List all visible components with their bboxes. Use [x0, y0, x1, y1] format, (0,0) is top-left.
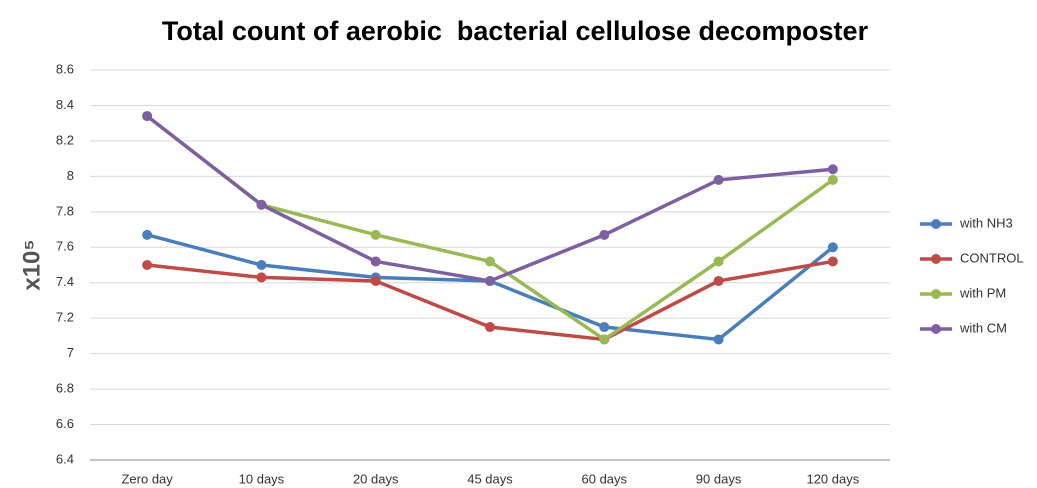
data-point — [713, 334, 724, 345]
x-tick-label: 45 days — [467, 471, 513, 486]
y-tick-label: 7.6 — [56, 239, 74, 254]
data-point — [713, 256, 724, 267]
y-axis-label: x10⁵ — [18, 239, 45, 290]
data-point — [599, 322, 610, 333]
legend-label: with CM — [959, 320, 1007, 335]
y-tick-label: 7 — [67, 345, 74, 360]
x-tick-label: 20 days — [353, 471, 399, 486]
y-tick-label: 6.8 — [56, 381, 74, 396]
legend-marker — [931, 219, 941, 229]
data-point — [370, 256, 381, 267]
x-tick-label: 90 days — [696, 471, 742, 486]
data-point — [370, 275, 381, 286]
chart-title: Total count of aerobic bacterial cellulo… — [162, 16, 869, 46]
legend-label: with PM — [959, 285, 1006, 300]
y-tick-label: 8.4 — [56, 97, 74, 112]
data-point — [827, 242, 838, 253]
y-tick-label: 8.6 — [56, 61, 74, 76]
data-point — [599, 229, 610, 240]
data-point — [256, 260, 267, 270]
data-point — [827, 256, 838, 267]
y-tick-label: 7.2 — [56, 310, 74, 325]
x-tick-label: 120 days — [806, 471, 859, 486]
x-tick-label: 10 days — [239, 471, 285, 486]
data-point — [713, 275, 724, 286]
y-tick-label: 7.4 — [56, 274, 74, 289]
series-line — [146, 114, 834, 342]
legend-marker — [931, 289, 941, 299]
data-point — [256, 272, 267, 283]
data-point — [599, 334, 610, 345]
y-tick-label: 6.6 — [56, 416, 74, 431]
x-tick-label: 60 days — [582, 471, 628, 486]
y-tick-label: 8.2 — [56, 132, 74, 147]
legend-marker — [931, 324, 941, 334]
x-tick-label: Zero day — [121, 471, 173, 486]
data-point — [142, 229, 153, 240]
data-point — [485, 322, 495, 333]
data-point — [827, 164, 838, 175]
data-point — [370, 229, 381, 240]
y-tick-label: 6.4 — [56, 451, 74, 466]
data-point — [713, 174, 724, 185]
data-point — [485, 275, 495, 286]
y-tick-label: 8 — [67, 168, 74, 183]
data-point — [256, 199, 267, 210]
legend-marker — [931, 254, 941, 264]
data-point — [142, 111, 153, 122]
data-point — [827, 174, 838, 185]
legend-label: with NH3 — [959, 215, 1013, 230]
y-tick-label: 7.8 — [56, 203, 74, 218]
data-point — [142, 260, 153, 270]
legend-label: CONTROL — [960, 250, 1024, 265]
data-point — [485, 256, 495, 267]
